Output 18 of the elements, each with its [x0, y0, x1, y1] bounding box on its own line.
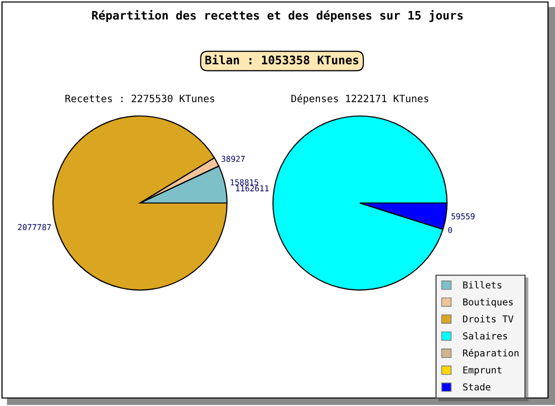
- legend-label: Emprunt: [463, 366, 502, 376]
- chart-title: Recettes : 2275530 KTunes: [65, 94, 214, 102]
- data-label: 2077787: [18, 224, 51, 230]
- chart-title: Dépenses 1222171 KTunes: [291, 94, 428, 104]
- data-label: 158815: [230, 179, 258, 186]
- text: 0: [448, 226, 452, 234]
- pie-slice: [272, 115, 448, 291]
- text: Bilan : 1053358 KTunes: [205, 54, 358, 64]
- legend-label: Stade: [463, 383, 490, 391]
- legend-label: Boutiques: [463, 298, 513, 308]
- legend-label: Réparation: [463, 348, 518, 358]
- legend-label: Salaires: [463, 332, 508, 340]
- data-label: 59559: [451, 213, 475, 220]
- legend-label: Droits TV: [463, 315, 514, 322]
- data-label: 1162611: [236, 185, 269, 192]
- text: Répartition des recettes et des dépenses sur 15 jours: [92, 10, 463, 22]
- legend-label: Billets: [463, 281, 502, 289]
- data-label: 38927: [222, 156, 245, 162]
